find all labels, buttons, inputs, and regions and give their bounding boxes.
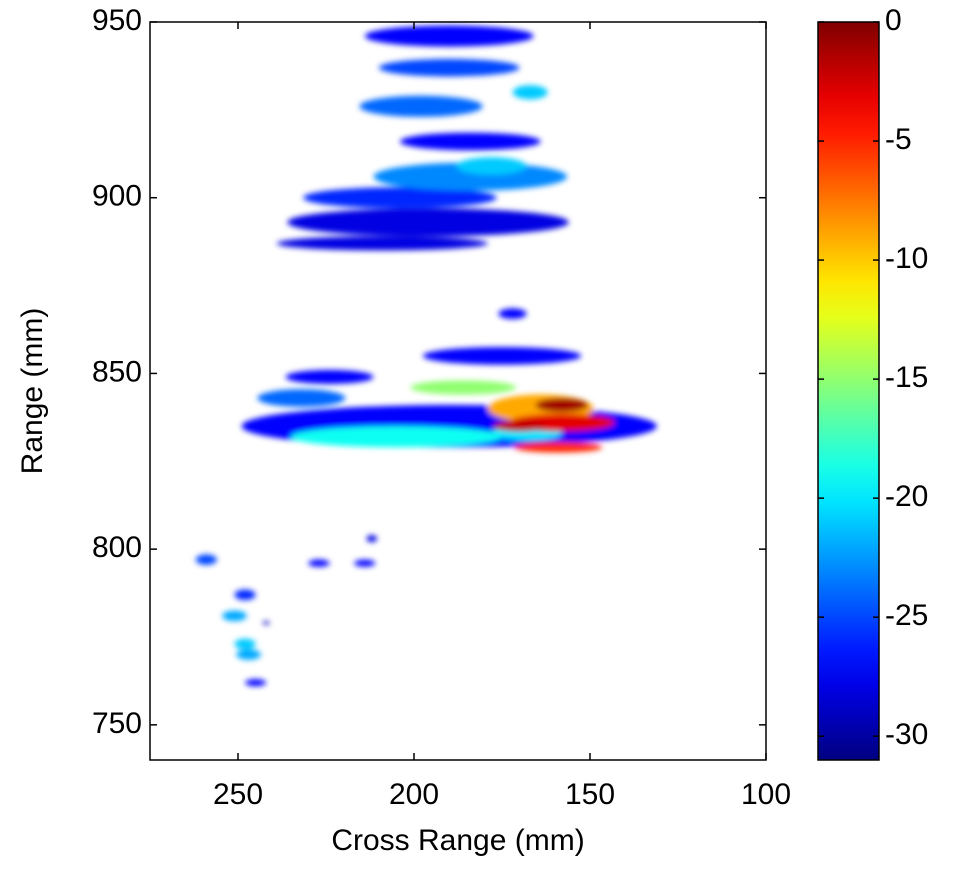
y-tick-label: 850	[92, 355, 142, 388]
blob	[285, 369, 374, 384]
y-tick-label: 750	[92, 707, 142, 740]
blob	[366, 535, 378, 543]
colorbar-tick-label: -20	[885, 480, 928, 513]
colorbar-frame	[817, 21, 880, 761]
colorbar-tick-label: -25	[885, 599, 928, 632]
blob	[308, 559, 330, 567]
blob	[262, 621, 270, 625]
blob	[234, 638, 256, 650]
blob	[498, 308, 527, 319]
plot-frame	[149, 21, 767, 761]
blob	[422, 347, 582, 365]
y-tick-label: 800	[92, 531, 142, 564]
blob	[354, 559, 376, 567]
blob	[535, 398, 589, 413]
y-tick-label: 900	[92, 180, 142, 213]
blob	[359, 95, 483, 117]
blob	[290, 426, 502, 448]
blob	[399, 132, 541, 151]
blob	[493, 420, 546, 432]
blob	[276, 236, 488, 251]
colorbar-tick-label: -15	[885, 361, 928, 394]
blob	[222, 610, 247, 622]
y-axis-label: Range (mm)	[16, 308, 49, 475]
colorbar-tick-label: -5	[885, 123, 912, 156]
x-axis-label: Cross Range (mm)	[331, 824, 584, 857]
blob	[245, 679, 267, 687]
colorbar	[818, 22, 879, 760]
image	[195, 25, 657, 687]
x-tick-label: 200	[389, 778, 439, 811]
blob	[234, 589, 256, 601]
colorbar-tick-label: 0	[885, 4, 902, 37]
blob	[236, 649, 261, 660]
blob	[410, 380, 517, 395]
x-tick-label: 250	[213, 778, 263, 811]
blob	[257, 389, 346, 407]
x-tick-label: 100	[741, 778, 791, 811]
blob	[364, 25, 534, 47]
blob	[514, 441, 603, 453]
blob	[456, 157, 527, 175]
blob	[303, 187, 497, 209]
colorbar-tick-label: -10	[885, 242, 928, 275]
blob	[512, 85, 548, 100]
y-tick-label: 950	[92, 4, 142, 37]
blob	[195, 554, 217, 565]
x-tick-label: 150	[565, 778, 615, 811]
blob	[287, 208, 569, 237]
blob	[378, 58, 520, 77]
colorbar-tick-label: -30	[885, 718, 928, 751]
